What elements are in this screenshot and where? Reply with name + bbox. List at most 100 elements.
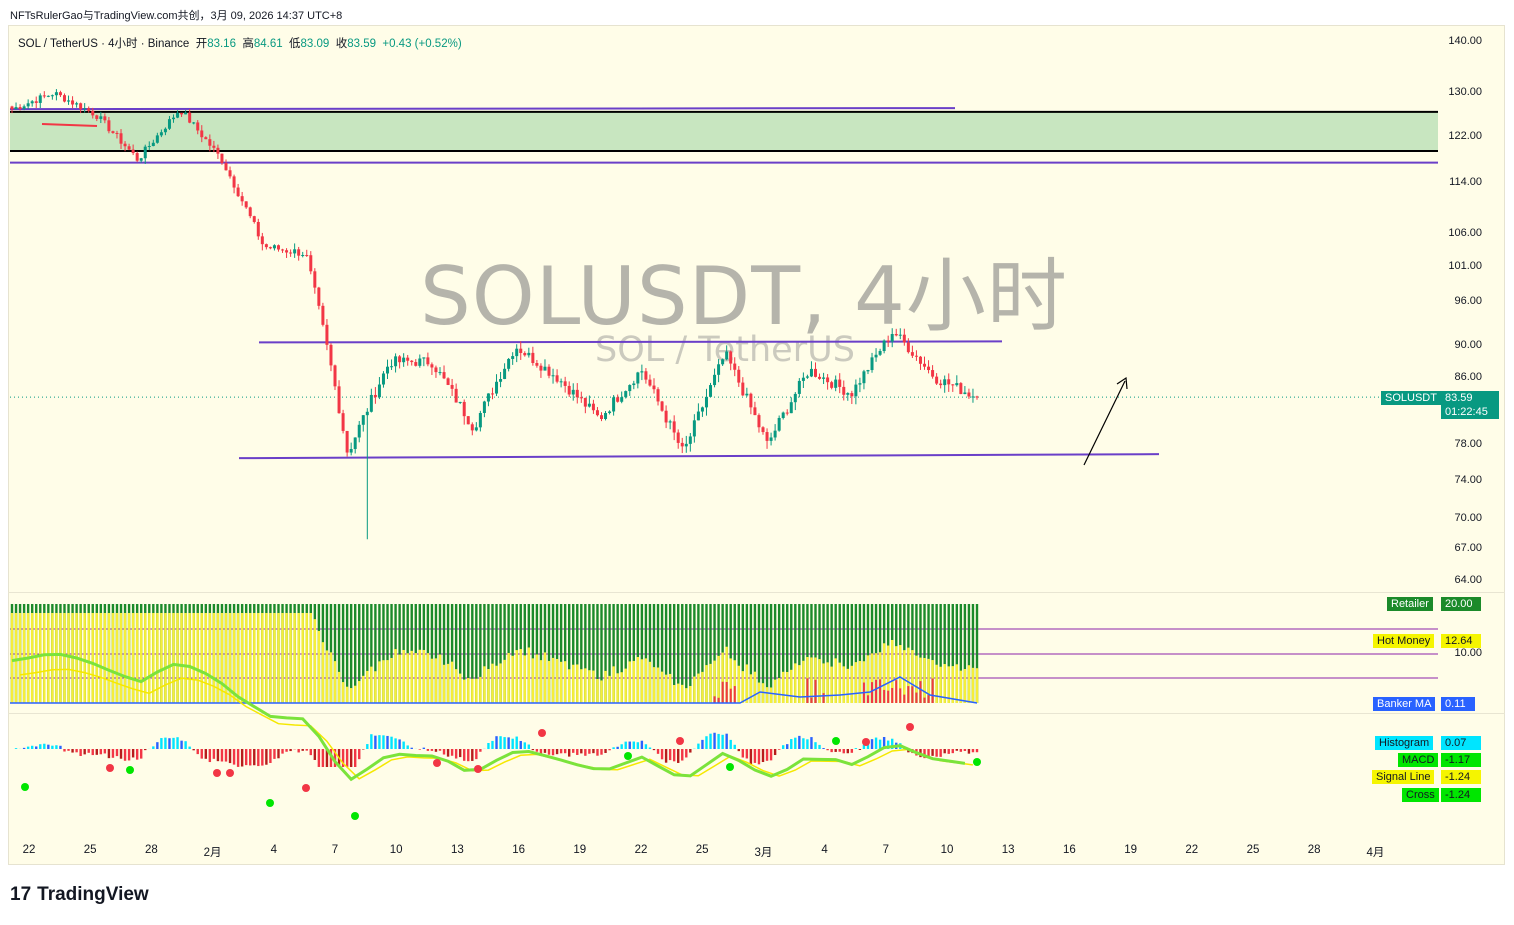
histogram-bar	[168, 738, 171, 749]
hot-money-bar	[471, 678, 474, 703]
chart-frame[interactable]	[8, 25, 1505, 865]
hot-money-bar	[269, 613, 272, 703]
symbol-legend[interactable]: SOL / TetherUS · 4小时 · Binance 开83.16 高8…	[18, 35, 462, 51]
histogram-bar	[592, 749, 595, 754]
retailer-bar	[697, 604, 700, 703]
hot-money-bar	[515, 650, 518, 703]
hot-money-bar	[882, 643, 886, 703]
retailer-bar	[555, 604, 559, 703]
hot-money-bar	[935, 664, 938, 703]
banker-bar	[729, 688, 732, 703]
histogram-bar	[555, 749, 559, 755]
hot-money-bar	[850, 665, 854, 703]
candle-body	[749, 393, 753, 408]
candle-body	[46, 95, 50, 97]
macd-cross-dot	[106, 764, 114, 772]
candle-body	[809, 368, 813, 377]
histogram-bar	[22, 747, 26, 749]
hot-money-bar	[293, 613, 296, 703]
histogram-bar	[858, 749, 862, 750]
histogram-bar	[402, 741, 405, 749]
candle-body	[264, 244, 268, 248]
histogram-bar	[886, 740, 890, 749]
candle-body	[801, 377, 805, 381]
histogram-bar	[345, 749, 349, 767]
retailer-bar	[733, 604, 736, 703]
histogram-bar	[289, 749, 292, 752]
hot-money-bar	[127, 613, 131, 703]
candle-body	[612, 397, 616, 412]
pane-separator[interactable]	[8, 713, 1505, 714]
hot-money-bar	[721, 652, 724, 703]
hot-money-bar	[769, 687, 773, 703]
hot-money-bar	[903, 650, 906, 703]
candle-body	[583, 397, 587, 407]
candle-body	[147, 146, 151, 148]
candle-body	[71, 100, 75, 105]
macd-cross-dot	[726, 763, 734, 771]
candle-body	[507, 358, 511, 369]
histogram-bar	[709, 733, 712, 749]
price-tick-label: 64.00	[1454, 574, 1482, 586]
last-price-tag: 83.59	[1441, 391, 1499, 405]
candle-body	[159, 132, 163, 136]
banker-bar	[923, 697, 926, 703]
histogram-bar	[71, 749, 74, 753]
retailer-bar	[858, 604, 862, 703]
candle-body	[95, 115, 99, 119]
histogram-bar	[717, 733, 720, 749]
retailer-bar	[608, 604, 611, 703]
hot-money-bar	[463, 679, 466, 703]
hot-money-bar	[325, 650, 329, 703]
hot-money-bar	[232, 613, 236, 703]
candle-body	[842, 386, 846, 395]
retailer-bar	[370, 604, 373, 703]
candle-body	[123, 143, 127, 147]
candle-body	[874, 354, 878, 358]
candle-body	[527, 352, 531, 356]
retailer-bar	[681, 604, 684, 703]
histogram-bar	[963, 749, 967, 752]
pane-separator[interactable]	[8, 592, 1505, 593]
retailer-bar	[333, 604, 337, 703]
retailer-bar	[854, 604, 858, 703]
histogram-bar	[269, 749, 272, 763]
hot-money-bar	[358, 681, 361, 703]
candle-body	[830, 382, 834, 388]
hot-money-bar	[281, 613, 284, 703]
hot-money-bar	[858, 660, 862, 703]
candle-body	[333, 365, 337, 387]
histogram-bar	[471, 749, 474, 761]
hot-money-bar	[59, 613, 62, 703]
candle-body	[531, 352, 535, 364]
symbol-name[interactable]: SOL / TetherUS · 4小时 · Binance	[18, 38, 190, 50]
hot-money-bar	[491, 663, 494, 703]
histogram-bar	[608, 749, 611, 751]
banker-bar	[891, 687, 894, 703]
histogram-bar	[333, 749, 337, 767]
hot-money-bar	[786, 671, 789, 703]
hot-money-bar	[135, 613, 139, 703]
retailer-bar	[430, 604, 434, 703]
price-tick-label: 86.00	[1454, 370, 1482, 383]
histogram-bar	[281, 749, 284, 754]
hot-money-bar	[959, 670, 963, 703]
hot-money-bar	[818, 659, 821, 703]
histogram-bar	[43, 743, 46, 749]
retailer-bar	[773, 604, 777, 703]
candle-body	[761, 427, 765, 433]
histogram-bar	[438, 749, 442, 751]
candle-body	[773, 430, 777, 438]
histogram-bar	[442, 749, 446, 755]
histogram-bar	[846, 749, 849, 754]
histogram-bar	[358, 749, 361, 760]
candle-body	[38, 95, 42, 103]
hot-money-bar	[487, 668, 490, 703]
tradingview-logo[interactable]: 17 TradingView	[10, 884, 149, 905]
macd-cross-dot	[21, 783, 29, 791]
retailer-bar	[563, 604, 567, 703]
retailer-label: Retailer	[1387, 597, 1433, 611]
histogram-bar	[551, 749, 555, 756]
candle-body	[139, 158, 143, 161]
